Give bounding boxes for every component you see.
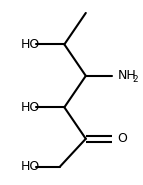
Text: HO: HO	[20, 38, 40, 51]
Text: HO: HO	[20, 160, 40, 173]
Text: 2: 2	[132, 75, 138, 84]
Text: HO: HO	[20, 101, 40, 114]
Text: NH: NH	[117, 69, 136, 82]
Text: O: O	[117, 132, 127, 145]
